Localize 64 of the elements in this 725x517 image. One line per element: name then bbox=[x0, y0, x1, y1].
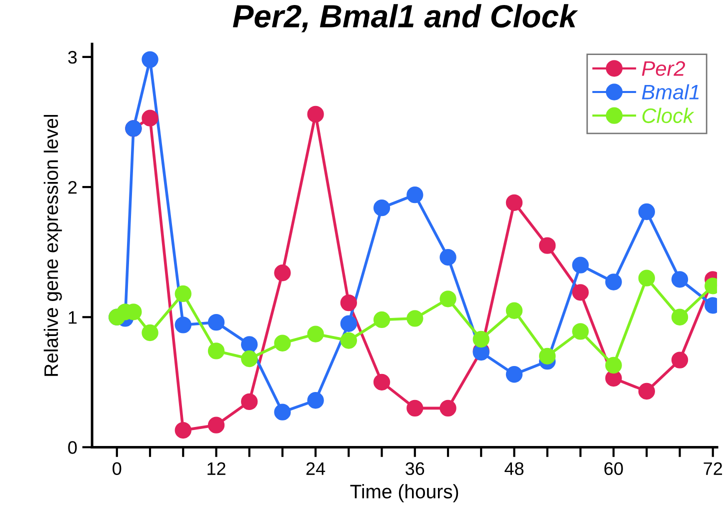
x-tick-label: 12 bbox=[208, 462, 226, 475]
point bbox=[472, 330, 490, 348]
point bbox=[274, 404, 291, 420]
point bbox=[241, 350, 258, 368]
x-tick-label: 72 bbox=[704, 462, 722, 475]
point bbox=[605, 356, 622, 374]
legend-label: Per2 bbox=[642, 61, 686, 76]
point bbox=[307, 392, 324, 409]
point bbox=[241, 393, 258, 410]
x-tick-label: 36 bbox=[406, 462, 424, 476]
point bbox=[274, 264, 291, 282]
point bbox=[142, 110, 158, 126]
point bbox=[174, 285, 192, 302]
point bbox=[638, 270, 655, 286]
point bbox=[440, 248, 456, 266]
point bbox=[638, 203, 655, 220]
chart-title: Per2, Bmal1 and Clock bbox=[232, 4, 578, 32]
point bbox=[208, 416, 225, 434]
point bbox=[307, 106, 324, 123]
point bbox=[142, 51, 158, 68]
y-tick-label: 3 bbox=[68, 50, 77, 64]
point bbox=[506, 366, 523, 383]
point bbox=[373, 374, 390, 390]
y-tick-label: 2 bbox=[68, 180, 77, 194]
point bbox=[572, 323, 589, 340]
point bbox=[605, 274, 622, 290]
point bbox=[340, 315, 358, 332]
point bbox=[174, 316, 192, 334]
point bbox=[638, 382, 655, 400]
point bbox=[373, 311, 390, 328]
legend-label: Bmal1 bbox=[642, 84, 699, 100]
point bbox=[208, 314, 225, 331]
y-tick-label: 1 bbox=[68, 311, 77, 324]
point bbox=[142, 324, 158, 342]
point bbox=[274, 334, 291, 352]
point bbox=[506, 194, 523, 211]
x-tick-label: 0 bbox=[112, 462, 122, 476]
point bbox=[440, 400, 456, 417]
y-tick-label: 0 bbox=[68, 441, 77, 454]
x-tick-label: 24 bbox=[306, 462, 326, 475]
point bbox=[539, 348, 556, 364]
point bbox=[572, 256, 589, 274]
x-tick-label: 60 bbox=[604, 462, 623, 476]
point bbox=[671, 352, 688, 368]
point bbox=[373, 200, 390, 216]
point bbox=[174, 422, 192, 439]
point bbox=[440, 290, 456, 308]
point bbox=[539, 237, 556, 254]
point bbox=[340, 294, 358, 312]
x-axis-title: Time (hours) bbox=[350, 484, 458, 502]
x-tick-label: 48 bbox=[504, 462, 524, 476]
legend-label: Clock bbox=[642, 108, 694, 124]
point bbox=[307, 326, 324, 342]
point bbox=[340, 332, 358, 349]
point bbox=[506, 302, 523, 319]
point bbox=[406, 310, 424, 327]
point bbox=[572, 284, 589, 301]
point bbox=[241, 336, 258, 353]
point bbox=[406, 186, 424, 204]
point bbox=[208, 342, 225, 360]
y-axis-title: Relative gene expression level bbox=[44, 115, 62, 376]
point bbox=[671, 271, 688, 288]
point bbox=[671, 308, 688, 326]
point bbox=[406, 400, 424, 417]
